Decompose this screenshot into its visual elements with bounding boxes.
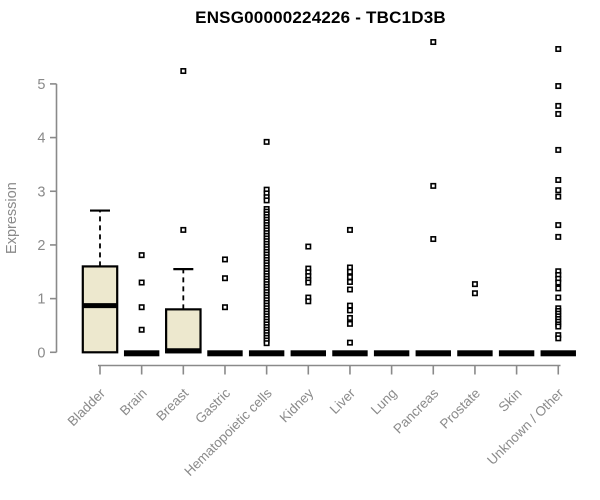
box [81, 265, 119, 354]
collapsed-box [332, 350, 368, 357]
collapsed-box [290, 350, 326, 357]
y-tick-label: 4 [37, 131, 45, 147]
outlier-point [555, 323, 562, 330]
outlier-point [555, 335, 562, 342]
outlier-point [138, 326, 145, 333]
x-tick-label: Bladder [65, 385, 109, 429]
outlier-point [305, 279, 312, 286]
outlier-point [263, 138, 270, 145]
x-tick-label: Lung [368, 386, 400, 418]
outlier-point [555, 233, 562, 240]
outlier-point [221, 256, 228, 263]
outlier-point [346, 226, 353, 233]
outlier-point [555, 294, 562, 301]
outlier-point [430, 236, 437, 243]
x-tick-label: Breast [153, 385, 191, 423]
outlier-point [346, 268, 353, 275]
collapsed-box [457, 350, 493, 357]
outlier-point [346, 339, 353, 346]
outlier-point [346, 307, 353, 314]
outlier-point [555, 222, 562, 229]
chart-title: ENSG00000224226 - TBC1D3B [195, 8, 446, 27]
outlier-point [555, 83, 562, 90]
outlier-point [346, 278, 353, 285]
x-tick-label: Brain [117, 386, 150, 419]
x-tick-label: Liver [327, 385, 359, 417]
y-tick-label: 1 [37, 292, 45, 308]
outlier-point [555, 187, 562, 194]
outlier-point [346, 320, 353, 327]
outlier-point [555, 46, 562, 53]
box [165, 308, 202, 354]
outlier-point [471, 290, 478, 297]
x-tick-label: Pancreas [390, 385, 441, 436]
outlier-point [555, 146, 562, 153]
outlier-point [180, 68, 187, 75]
outlier-point [430, 39, 437, 46]
outlier-point [180, 226, 187, 233]
outlier-point [555, 279, 562, 286]
collapsed-box [373, 350, 410, 357]
outlier-point [555, 176, 562, 183]
outlier-point [555, 110, 562, 117]
outlier-point [430, 182, 437, 189]
outlier-point [263, 197, 270, 204]
y-tick-label: 0 [37, 345, 45, 361]
x-tick-label: Gastric [192, 385, 233, 426]
x-tick-label: Skin [496, 386, 525, 415]
outlier-point [305, 298, 312, 305]
outlier-point [346, 302, 353, 309]
y-tick-label: 3 [37, 184, 45, 200]
collapsed-box [540, 350, 576, 357]
collapsed-box [248, 350, 285, 357]
outlier-point [138, 252, 145, 259]
y-tick-label: 5 [37, 77, 45, 93]
outlier-point [138, 304, 145, 311]
x-tick-label: Prostate [437, 386, 483, 432]
y-tick-label: 2 [37, 238, 45, 254]
outlier-point [555, 285, 562, 292]
collapsed-box [207, 350, 243, 357]
collapsed-box [123, 350, 160, 357]
outlier-point [346, 274, 353, 281]
outlier-point [471, 281, 478, 288]
x-tick-label: Unknown / Other [484, 385, 567, 468]
y-axis-title: Expression [4, 182, 20, 254]
outlier-point [263, 340, 270, 347]
outlier-point [555, 193, 562, 200]
outlier-point [305, 243, 312, 250]
collapsed-box [498, 350, 535, 357]
collapsed-box [415, 350, 451, 357]
outlier-point [346, 314, 353, 321]
x-tick-label: Kidney [277, 385, 317, 425]
outlier-point [138, 279, 145, 286]
outlier-point [555, 102, 562, 109]
outlier-point [221, 275, 228, 282]
outlier-point [346, 286, 353, 293]
outlier-point [221, 304, 228, 311]
